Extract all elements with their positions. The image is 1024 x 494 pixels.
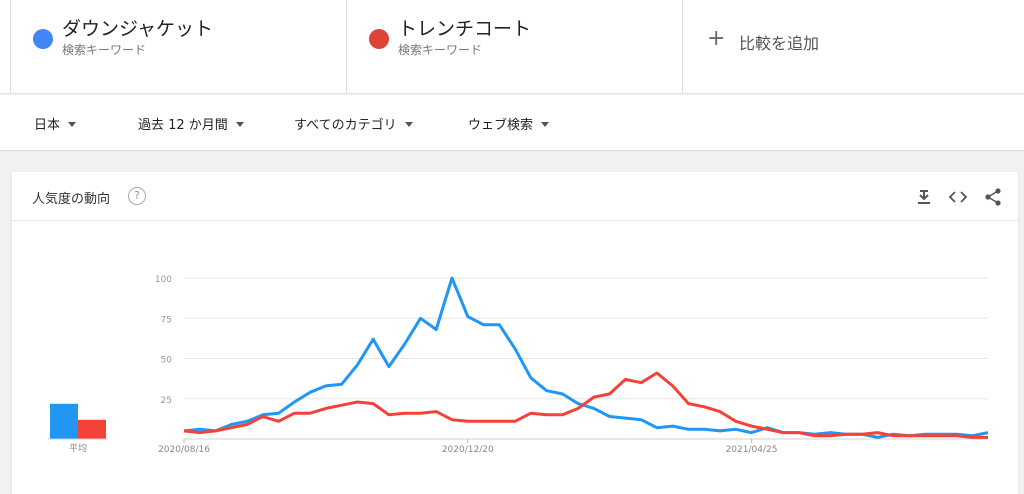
add-compare-label: 比較を追加 — [739, 34, 820, 53]
average-label: 平均 — [69, 442, 87, 454]
plus-icon: + — [707, 26, 726, 51]
term-name[interactable]: トレンチコート — [398, 18, 532, 40]
category-dropdown[interactable]: すべてのカテゴリ — [294, 114, 413, 133]
search-type-value: ウェブ検索 — [468, 118, 534, 133]
filter-bar: 日本 過去 12 か月間 すべてのカテゴリ ウェブ検索 — [0, 95, 1024, 151]
term-card-1[interactable]: ダウンジャケット 検索キーワード — [10, 0, 346, 94]
region-value: 日本 — [34, 118, 61, 133]
caret-down-icon — [235, 122, 244, 127]
search-type-dropdown[interactable]: ウェブ検索 — [468, 114, 550, 133]
period-dropdown[interactable]: 過去 12 か月間 — [138, 114, 244, 133]
y-tick-label: 100 — [155, 275, 172, 285]
term-type: 検索キーワード — [62, 43, 147, 57]
share-icon[interactable] — [982, 186, 1004, 208]
category-value: すべてのカテゴリ — [294, 118, 397, 133]
card-title: 人気度の動向 — [32, 192, 111, 207]
caret-down-icon — [68, 122, 77, 127]
series-line — [183, 371, 988, 439]
term-name[interactable]: ダウンジャケット — [62, 18, 214, 40]
y-tick-label: 25 — [161, 396, 172, 406]
y-tick-label: 75 — [161, 315, 172, 325]
average-bar — [50, 403, 78, 439]
term-color-dot — [369, 29, 389, 49]
caret-down-icon — [541, 122, 550, 127]
x-tick-label: 2020/12/20 — [442, 445, 494, 455]
y-tick-label: 50 — [161, 356, 173, 366]
download-icon[interactable] — [913, 186, 935, 208]
embed-icon[interactable] — [947, 186, 969, 208]
x-tick-label: 2021/04/25 — [726, 445, 778, 455]
x-tick-label: 2020/08/16 — [158, 445, 210, 455]
compare-bar: ダウンジャケット 検索キーワード トレンチコート 検索キーワード + 比較を追加 — [0, 0, 1024, 94]
average-bar — [78, 419, 106, 439]
line-chart: 100 75 50 25 2020/08/16 2020/12/20 2021/04/25 平… — [48, 275, 989, 455]
card-divider — [12, 220, 1018, 221]
period-value: 過去 12 か月間 — [138, 118, 228, 133]
interest-over-time-card: 人気度の動向 ? 100 75 50 25 2020/08/16 2020/12/20 20… — [12, 172, 1018, 494]
caret-down-icon — [404, 122, 413, 127]
help-icon[interactable]: ? — [128, 187, 146, 205]
term-color-dot — [33, 29, 53, 49]
term-type: 検索キーワード — [398, 43, 483, 57]
add-compare-button[interactable]: + 比較を追加 — [682, 0, 1024, 94]
term-card-2[interactable]: トレンチコート 検索キーワード — [346, 0, 682, 94]
region-dropdown[interactable]: 日本 — [34, 114, 77, 133]
